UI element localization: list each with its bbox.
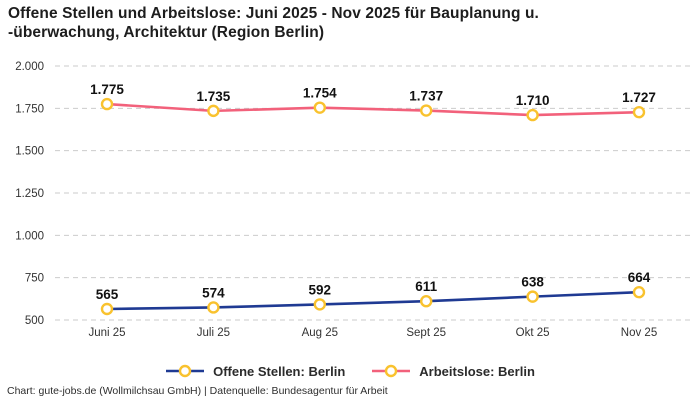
data-point-marker xyxy=(207,301,220,314)
series-line xyxy=(105,290,641,311)
data-point-label: 1.754 xyxy=(303,86,337,101)
legend-item[interactable]: Arbeitslose: Berlin xyxy=(371,364,535,379)
legend-series-marker-icon xyxy=(166,364,205,378)
x-tick-label: Sept 25 xyxy=(406,327,446,339)
data-point-label: 611 xyxy=(415,279,437,294)
y-gridlines xyxy=(55,65,690,321)
data-point-label: 638 xyxy=(521,275,544,290)
data-point-label: 1.735 xyxy=(197,89,231,104)
chart-source-note: Chart: gute-jobs.de (Wollmilchsau GmbH) … xyxy=(7,385,388,397)
data-point-marker xyxy=(207,104,220,118)
series-line xyxy=(105,102,641,117)
x-axis-labels: Juni 25 Juli 25 Aug 25 Sept 25 Okt 25 Nov 25 xyxy=(88,327,657,339)
legend-label: Offene Stellen: Berlin xyxy=(213,363,346,379)
y-tick-label: 1.000 xyxy=(15,230,44,242)
data-point-marker xyxy=(632,286,646,299)
data-point-marker xyxy=(100,97,114,111)
data-point-label: 1.737 xyxy=(409,89,443,104)
data-point-marker xyxy=(420,104,433,117)
y-tick-label: 1.250 xyxy=(15,188,44,200)
x-tick-label: Okt 25 xyxy=(516,327,550,339)
x-tick-label: Juni 25 xyxy=(88,327,125,339)
data-point-label: 574 xyxy=(202,285,225,300)
data-point-marker xyxy=(313,101,326,114)
data-point-label: 592 xyxy=(309,282,332,297)
data-point-marker xyxy=(632,106,646,119)
data-point-marker xyxy=(313,298,326,311)
data-point-label: 1.727 xyxy=(622,90,656,105)
y-tick-label: 1.750 xyxy=(15,103,44,115)
data-point-label: 565 xyxy=(96,287,119,302)
data-point-label: 664 xyxy=(628,270,651,285)
y-tick-label: 1.500 xyxy=(15,146,44,158)
legend: Offene Stellen: Berlin Arbeitslose: Berli… xyxy=(0,361,700,381)
legend-label: Arbeitslose: Berlin xyxy=(419,363,535,379)
x-tick-label: Juli 25 xyxy=(197,327,230,339)
data-point-label: 1.710 xyxy=(516,93,550,108)
legend-item[interactable]: Offene Stellen: Berlin xyxy=(165,364,345,379)
chart-title: Offene Stellen und Arbeitslose: Juni 202… xyxy=(8,5,539,41)
x-tick-label: Aug 25 xyxy=(302,327,338,339)
y-axis-tick-labels: 2.000 1.750 1.500 1.250 1.000 750 500 xyxy=(15,61,44,327)
data-point-marker xyxy=(526,290,539,303)
x-tick-label: Nov 25 xyxy=(621,327,657,339)
y-tick-label: 2.000 xyxy=(15,61,44,73)
y-tick-label: 750 xyxy=(25,273,44,285)
y-tick-label: 500 xyxy=(25,315,44,327)
data-point-marker xyxy=(100,302,114,316)
legend-series-marker-icon xyxy=(372,364,411,378)
data-point-marker xyxy=(420,295,433,308)
data-point-label: 1.775 xyxy=(90,82,124,97)
data-point-marker xyxy=(526,108,539,122)
